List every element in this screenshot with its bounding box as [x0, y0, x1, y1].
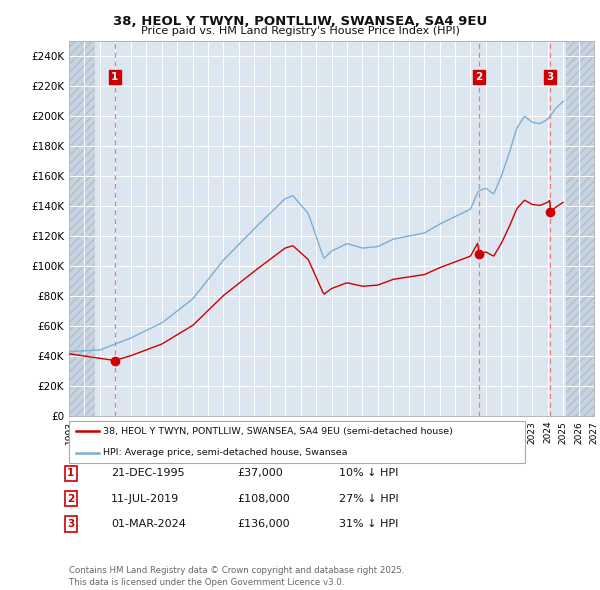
Text: 2: 2 [475, 72, 482, 82]
Text: £108,000: £108,000 [237, 494, 290, 503]
Text: 3: 3 [547, 72, 554, 82]
Text: £136,000: £136,000 [237, 519, 290, 529]
Text: £37,000: £37,000 [237, 468, 283, 478]
Text: HPI: Average price, semi-detached house, Swansea: HPI: Average price, semi-detached house,… [103, 448, 348, 457]
Text: 1: 1 [67, 468, 74, 478]
FancyBboxPatch shape [69, 421, 525, 463]
Text: 38, HEOL Y TWYN, PONTLLIW, SWANSEA, SA4 9EU (semi-detached house): 38, HEOL Y TWYN, PONTLLIW, SWANSEA, SA4 … [103, 427, 453, 436]
Bar [566, 41, 594, 416]
Text: 38, HEOL Y TWYN, PONTLLIW, SWANSEA, SA4 9EU: 38, HEOL Y TWYN, PONTLLIW, SWANSEA, SA4 … [113, 15, 487, 28]
Text: 31% ↓ HPI: 31% ↓ HPI [339, 519, 398, 529]
Text: 27% ↓ HPI: 27% ↓ HPI [339, 494, 398, 503]
Text: Contains HM Land Registry data © Crown copyright and database right 2025.
This d: Contains HM Land Registry data © Crown c… [69, 566, 404, 587]
Text: 10% ↓ HPI: 10% ↓ HPI [339, 468, 398, 478]
Text: 2: 2 [67, 494, 74, 503]
Text: 1: 1 [111, 72, 118, 82]
Bar [69, 41, 95, 416]
Text: 21-DEC-1995: 21-DEC-1995 [111, 468, 185, 478]
Text: 01-MAR-2024: 01-MAR-2024 [111, 519, 186, 529]
Text: 11-JUL-2019: 11-JUL-2019 [111, 494, 179, 503]
Text: Price paid vs. HM Land Registry's House Price Index (HPI): Price paid vs. HM Land Registry's House … [140, 26, 460, 36]
Text: 3: 3 [67, 519, 74, 529]
